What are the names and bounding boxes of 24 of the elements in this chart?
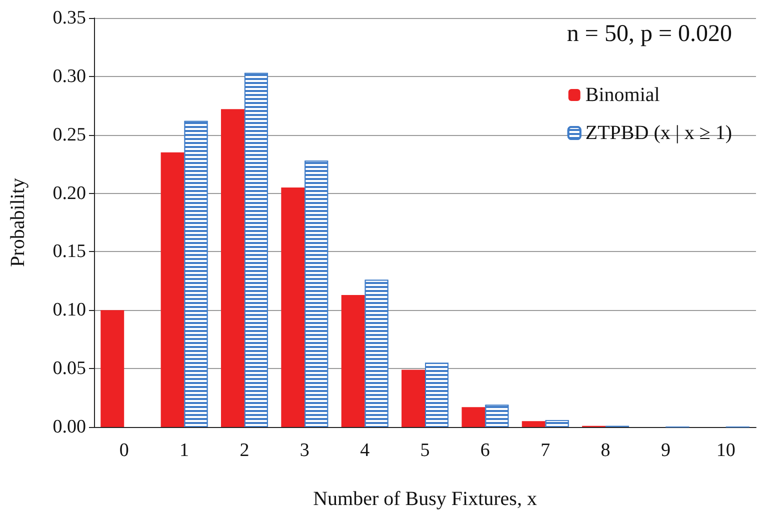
- x-tick-label: 6: [480, 440, 490, 461]
- x-tick-label: 4: [360, 440, 370, 461]
- x-tick-label: 5: [420, 440, 430, 461]
- x-tick-label: 3: [300, 440, 310, 461]
- legend-label: Binomial: [585, 84, 660, 106]
- y-tick-label: 0.35: [52, 8, 86, 28]
- x-tick-label: 0: [119, 440, 129, 461]
- x-tick-label: 2: [240, 440, 250, 461]
- y-tick-label: 0.00: [52, 416, 86, 438]
- x-tick-label: 10: [716, 440, 736, 461]
- y-tick-label: 0.05: [52, 358, 86, 380]
- x-axis-title: Number of Busy Fixtures, x: [313, 488, 537, 510]
- y-tick-label: 0.20: [52, 182, 86, 204]
- y-tick-label: 0.30: [52, 66, 86, 87]
- x-tick-label: 7: [540, 440, 550, 461]
- x-tick-label: 9: [660, 440, 670, 461]
- legend-label: ZTPBD (x | x ≥ 1): [585, 122, 732, 144]
- y-tick-label: 0.10: [52, 300, 86, 321]
- y-tick-label: 0.15: [52, 241, 86, 262]
- x-tick-label: 8: [600, 440, 610, 461]
- annotation: n = 50, p = 0.020: [566, 21, 732, 47]
- x-tick-label: 1: [180, 440, 190, 461]
- y-axis-title: Probability: [7, 178, 29, 267]
- y-tick-label: 0.25: [52, 124, 86, 146]
